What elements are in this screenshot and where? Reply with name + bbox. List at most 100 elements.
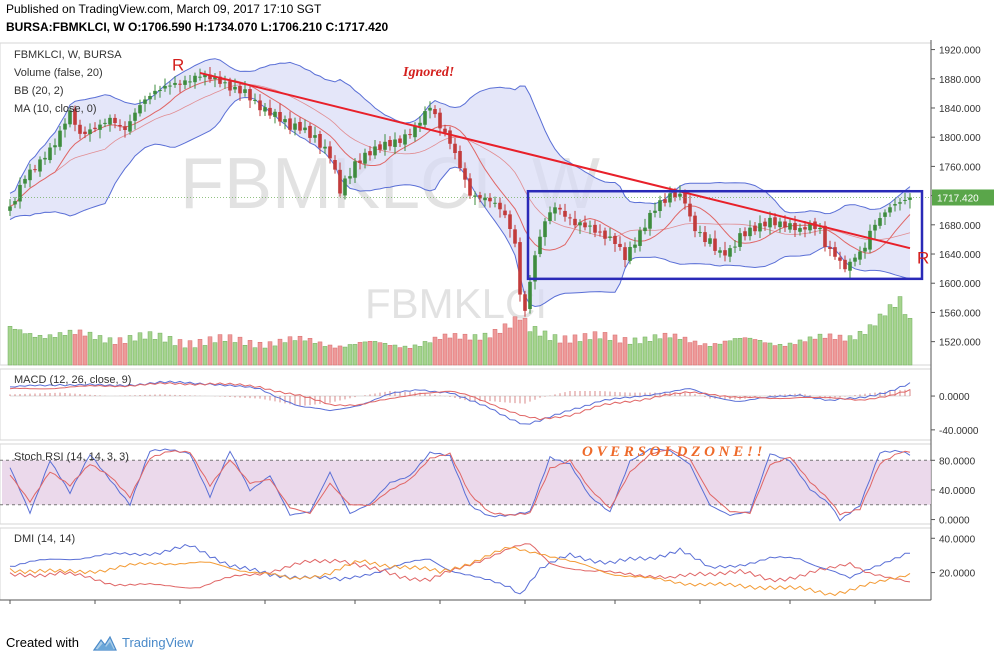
volume-bar [642,336,648,366]
volume-bar [602,332,608,366]
candle-body [243,89,247,93]
candle-body [483,197,487,201]
volume-bar [307,338,313,366]
candle-body [368,151,372,156]
volume-bar [622,337,628,366]
volume-bar [57,332,63,366]
candle-body [728,248,732,257]
volume-bar [167,336,173,366]
price-tick-label: 1640.000 [939,250,981,261]
candle-body [873,224,877,231]
candle-body [38,159,42,172]
stoch-rsi-zone [2,460,931,505]
volume-bar [277,338,283,366]
candle-body [23,178,27,184]
volume-bar [477,339,483,366]
volume-bar [882,315,888,366]
volume-bar [802,341,808,366]
candle-body [648,212,652,229]
candle-body [28,169,32,181]
adx-line [9,546,911,597]
candle-body [93,127,97,130]
stoch_rsi-tick-label: 40.0000 [939,486,976,497]
macd-line [9,380,911,425]
volume-bar [242,345,248,366]
candle-body [828,247,832,249]
candle-body [98,124,102,130]
candle-body [793,223,797,231]
candle-body [278,112,282,122]
volume-bar [832,339,838,366]
candle-body [158,89,162,91]
footer-brand[interactable]: TradingView [122,635,194,650]
volume-bar [432,336,438,366]
candle-body [528,281,532,310]
volume-bar [612,334,618,366]
volume-bar [222,341,228,366]
volume-bar [127,335,133,366]
publish-info: Published on TradingView.com, March 09, … [6,2,322,16]
candle-body [713,238,717,251]
candle-body [473,195,477,197]
volume-bar [757,340,763,366]
candle-body [228,81,232,91]
volume-bar [287,336,293,366]
candle-body [8,206,12,211]
volume-bar [872,325,878,366]
volume-bar [27,333,33,366]
volume-bar [302,340,308,366]
volume-bar [137,332,143,366]
candle-body [693,215,697,232]
candle-body [73,108,77,125]
candle-body [13,201,17,205]
volume-bar [892,306,898,366]
volume-bar [632,337,638,366]
volume-bar [292,340,298,366]
volume-bar [827,333,833,366]
candle-body [663,199,667,203]
stoch_rsi-tick-label: 80.0000 [939,456,976,467]
trading-chart[interactable]: FBMKLCI, WFBMKLCI1520.0001560.0001600.00… [0,40,998,605]
volume-bar [822,337,828,366]
volume-bar [497,332,503,366]
candle-body [413,125,417,138]
volume-bar [52,337,58,366]
price-legend-item: FBMKLCI, W, BURSA [14,49,122,61]
volume-bar [42,338,48,366]
volume-bar [37,335,43,366]
volume-bar [197,339,203,366]
oversold-zone-annotation: O V E R S O L D Z O N E ! ! [582,444,762,460]
candle-body [198,76,202,78]
candle-body [568,217,572,219]
volume-bar [617,342,623,366]
candle-body [448,130,452,144]
volume-bar [452,333,458,366]
volume-bar [107,337,113,366]
candle-body [218,76,222,84]
candle-body [538,236,542,255]
candle-body [133,112,137,121]
volume-bar [772,345,778,366]
volume-bar [417,346,423,366]
candle-body [248,89,252,101]
candle-body [493,202,497,204]
volume-bar [227,334,233,366]
candle-body [363,152,367,164]
annotation-ignored: Ignored! [402,65,454,80]
candle-body [143,99,147,104]
candle-body [718,250,722,253]
candle-body [193,75,197,83]
candle-body [163,85,167,89]
volume-bar [702,343,708,366]
volume-bar [777,344,783,366]
volume-bar [557,342,563,366]
volume-bar [742,337,748,366]
candle-body [58,130,62,147]
volume-bar [262,347,268,366]
candle-body [463,168,467,180]
dmi-plus-line [9,544,911,595]
candle-body [628,246,632,261]
candle-body [753,225,757,232]
price-tick-label: 1680.000 [939,221,981,232]
volume-bar [157,332,163,366]
